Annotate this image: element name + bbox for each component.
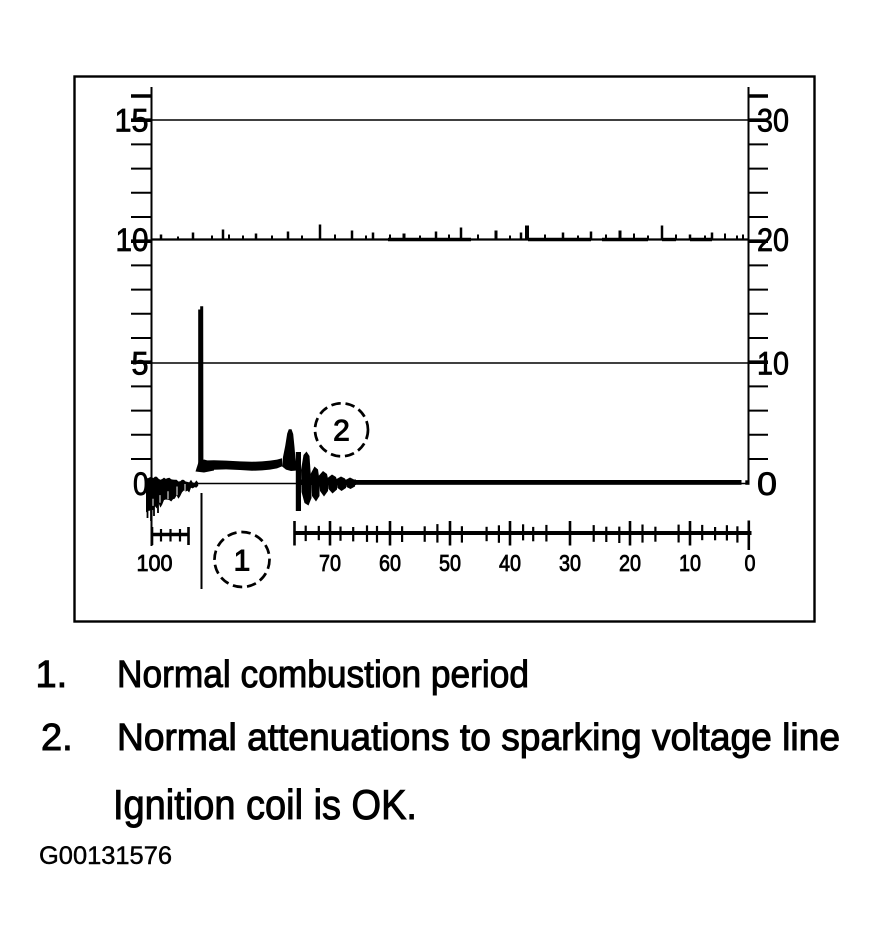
- svg-text:0: 0: [757, 466, 777, 502]
- svg-text:20: 20: [757, 222, 789, 258]
- svg-text:Normal combustion period: Normal combustion period: [117, 654, 529, 696]
- svg-text:50: 50: [439, 550, 461, 576]
- svg-text:1: 1: [234, 545, 251, 578]
- svg-text:2.: 2.: [41, 717, 73, 759]
- svg-text:10: 10: [679, 550, 701, 576]
- svg-text:60: 60: [379, 550, 401, 576]
- svg-text:30: 30: [559, 550, 581, 576]
- svg-text:Ignition coil is OK.: Ignition coil is OK.: [113, 781, 417, 828]
- svg-text:5: 5: [132, 346, 149, 382]
- svg-text:2: 2: [333, 415, 350, 448]
- svg-text:0: 0: [745, 550, 756, 576]
- svg-text:40: 40: [499, 550, 521, 576]
- svg-text:100: 100: [137, 550, 173, 576]
- svg-text:10: 10: [757, 346, 789, 382]
- svg-text:1.: 1.: [36, 654, 68, 696]
- svg-text:Normal attenuations to sparkin: Normal attenuations to sparking voltage …: [117, 717, 840, 759]
- svg-text:G00131576: G00131576: [39, 842, 172, 870]
- svg-text:10: 10: [116, 222, 149, 258]
- svg-text:70: 70: [319, 550, 341, 576]
- svg-text:20: 20: [619, 550, 641, 576]
- svg-text:0: 0: [133, 466, 149, 502]
- svg-text:30: 30: [757, 103, 789, 139]
- svg-text:15: 15: [115, 103, 149, 139]
